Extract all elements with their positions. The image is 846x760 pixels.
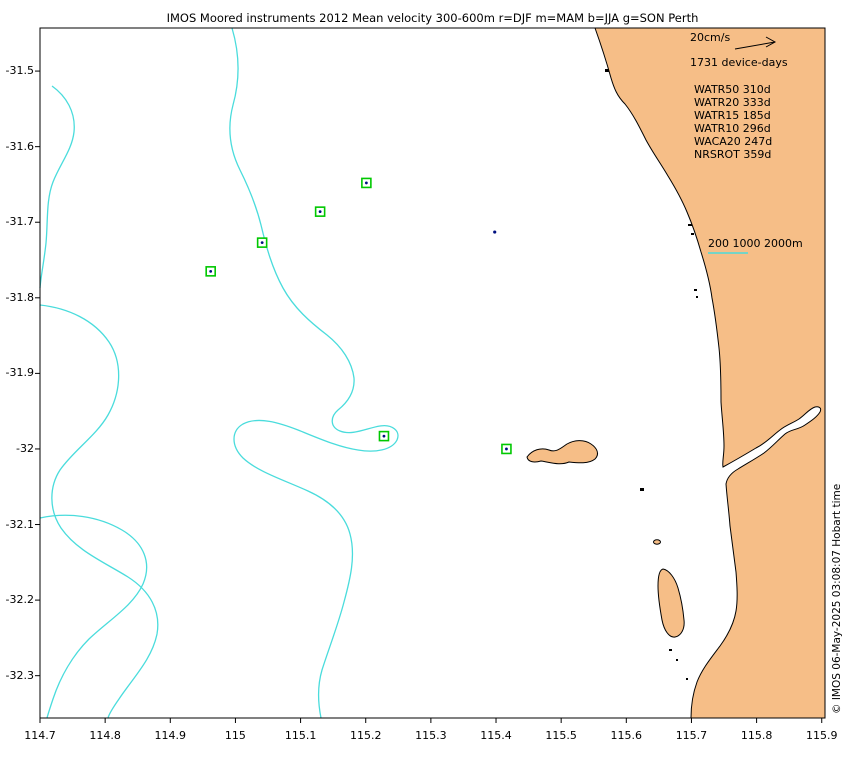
islet: [676, 659, 678, 661]
islet: [688, 224, 692, 226]
x-tick-label: 115.9: [805, 729, 838, 742]
station-row: WATR50 310d: [694, 83, 771, 96]
x-tick-label: 114.8: [89, 729, 121, 742]
rottnest-island: [526, 440, 599, 465]
garden-island: [657, 568, 685, 638]
mooring-marker-nrsrot: [501, 443, 512, 455]
islet: [696, 296, 698, 298]
x-tick-label: 115.1: [284, 729, 317, 742]
x-tick-label: 115: [224, 729, 246, 742]
islet: [686, 678, 688, 680]
x-tick-label: 114.7: [24, 729, 56, 742]
mooring-marker-watr50: [205, 266, 216, 277]
islet: [605, 69, 609, 72]
velocity-vector-dot: [493, 230, 497, 234]
x-tick-label: 115.2: [349, 729, 382, 742]
y-tick-label: -31.9: [5, 366, 34, 380]
station-row: WATR10 296d: [694, 122, 771, 135]
station-row: WATR15 185d: [694, 109, 771, 122]
station-row: NRSROT 359d: [694, 148, 772, 161]
bathymetry-contours: [39, 27, 399, 719]
islet: [691, 233, 694, 235]
y-tick-label: -31.6: [5, 139, 34, 153]
mooring-marker-watr20: [256, 237, 268, 248]
x-tick-label: 115.5: [545, 729, 577, 742]
y-tick-label: -32.2: [5, 593, 34, 607]
y-tick-label: -31.5: [5, 64, 34, 78]
velocity-scale-label: 20cm/s: [690, 31, 731, 44]
y-tick-label: -31.8: [5, 290, 34, 304]
x-tick-label: 115.7: [675, 729, 708, 742]
contour-line: [39, 304, 159, 719]
y-tick-label: -31.7: [5, 215, 34, 229]
x-tick-label: 115.6: [610, 729, 643, 742]
contour-line: [39, 85, 75, 289]
mooring-marker-watr10: [361, 177, 372, 189]
mooring-markers: [205, 177, 512, 455]
x-tick-label: 115.3: [415, 729, 447, 742]
contour-line: [229, 27, 399, 719]
velocity-scale-arrow: [734, 36, 777, 50]
x-tick-label: 114.9: [154, 729, 187, 742]
y-tick-label: -32.3: [5, 668, 34, 682]
axis-ticks: [35, 70, 823, 723]
depth-contour-label: 200 1000 2000m: [708, 237, 803, 250]
x-tick-label: 115.4: [480, 729, 512, 742]
islet: [694, 289, 697, 291]
y-tick-label: -32.1: [5, 517, 34, 531]
station-row: WATR20 333d: [694, 96, 771, 109]
station-row: WACA20 247d: [694, 135, 773, 148]
x-tick-label: 115.8: [740, 729, 773, 742]
device-days-label: 1731 device-days: [690, 56, 788, 69]
copyright-text: © IMOS 06-May-2025 03:08:07 Hobart time: [831, 483, 843, 714]
islands: [526, 69, 698, 680]
station-list: WATR50 310d WATR20 333d WATR15 185d WATR…: [694, 83, 772, 161]
y-tick-label: -32: [16, 441, 34, 455]
plot-frame: [39, 27, 826, 719]
islet: [669, 649, 672, 651]
land-mass: [595, 28, 825, 718]
islet: [640, 488, 644, 491]
plot-title: IMOS Moored instruments 2012 Mean veloci…: [166, 11, 699, 25]
mooring-marker-watr15: [314, 206, 326, 217]
contour-line: [39, 514, 148, 719]
mooring-marker-waca20: [378, 430, 390, 442]
carnac-island: [653, 539, 661, 545]
coastline: [594, 27, 822, 719]
